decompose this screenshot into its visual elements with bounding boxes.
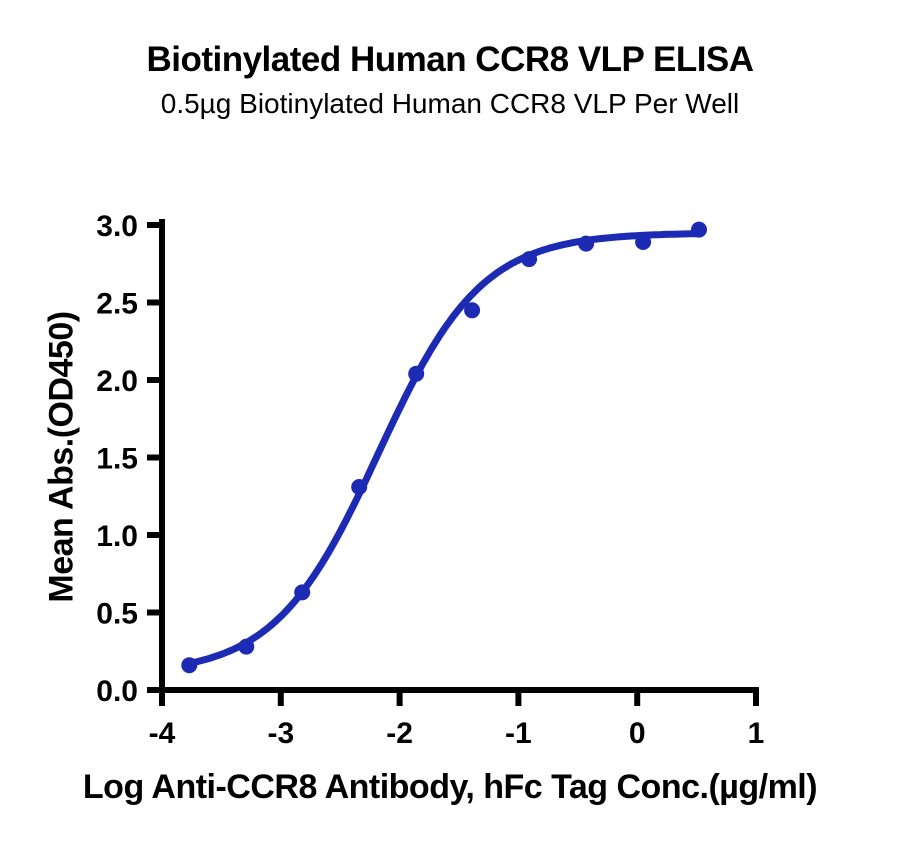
data-point xyxy=(691,221,707,238)
tick-labels: 0.0 0.5 1.0 1.5 2.0 2.5 3.0 -4 -3 -2 -1 0 1 xyxy=(96,210,764,750)
tick-marks xyxy=(147,222,759,706)
x-tick-label: -1 xyxy=(505,717,532,750)
fit-curve xyxy=(185,230,703,667)
data-point xyxy=(351,479,368,495)
x-tick-label: -2 xyxy=(386,717,413,750)
y-tick-label: 3.0 xyxy=(96,210,138,243)
x-tick-label: 0 xyxy=(629,717,646,750)
x-tick-label: -4 xyxy=(149,717,176,750)
data-point xyxy=(464,302,481,319)
data-point xyxy=(294,584,311,601)
y-tick-label: 0.5 xyxy=(96,598,138,631)
data-point xyxy=(238,638,255,655)
data-point xyxy=(521,251,538,268)
y-tick-label: 2.0 xyxy=(96,365,138,398)
data-point xyxy=(578,235,595,252)
x-tick-label: 1 xyxy=(748,717,765,750)
y-tick-label: 2.5 xyxy=(96,288,138,321)
y-tick-label: 0.0 xyxy=(96,675,138,708)
axis-frame xyxy=(159,219,759,693)
data-points xyxy=(181,221,707,674)
data-point xyxy=(408,365,425,382)
chart-title: Biotinylated Human CCR8 VLP ELISA xyxy=(146,40,754,79)
data-point xyxy=(181,657,198,674)
data-point xyxy=(635,234,652,250)
x-axis-label: Log Anti-CCR8 Antibody, hFc Tag Conc.(µg… xyxy=(82,768,818,806)
y-tick-label: 1.5 xyxy=(96,443,138,476)
y-tick-label: 1.0 xyxy=(96,520,138,553)
x-tick-label: -3 xyxy=(267,717,294,750)
chart-subtitle: 0.5µg Biotinylated Human CCR8 VLP Per We… xyxy=(160,88,740,119)
